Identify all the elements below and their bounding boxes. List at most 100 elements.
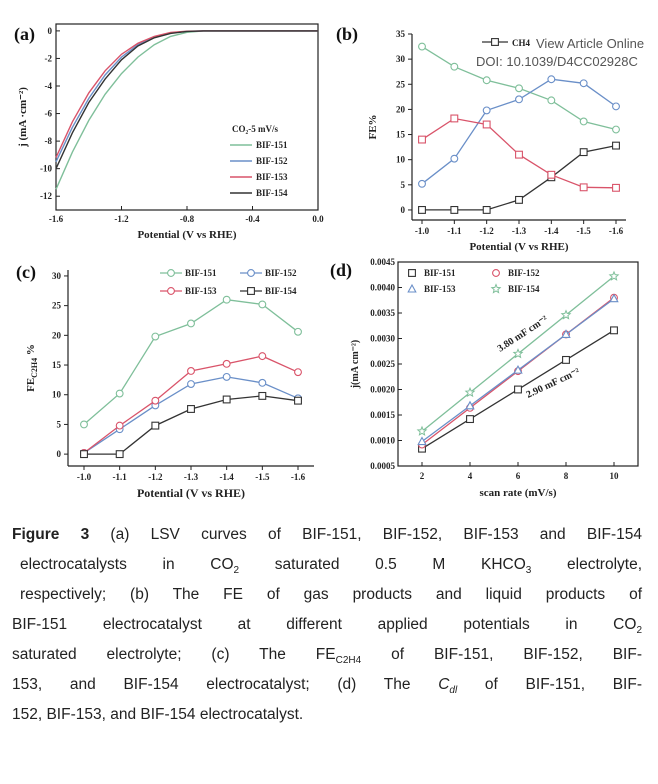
x-axis-label: Potential (V vs RHE): [137, 486, 245, 500]
x-tick-label: -1.6: [609, 226, 624, 236]
data-point: [222, 395, 231, 404]
data-point: [80, 450, 88, 459]
y-tick-label: 20: [396, 104, 406, 114]
series-line: [421, 78, 617, 185]
data-point: [294, 368, 302, 377]
y-tick-label: 15: [396, 130, 406, 140]
data-point: [151, 421, 160, 430]
x-tick-label: -1.1: [113, 472, 128, 482]
data-point: [418, 135, 426, 144]
legend-entry: BIF-154: [256, 188, 288, 198]
data-point: [513, 364, 523, 374]
data-point: [579, 183, 588, 192]
x-tick-label: -1.2: [114, 214, 129, 224]
legend-marker: [492, 269, 500, 277]
data-point: [612, 141, 620, 150]
data-point: [418, 205, 426, 214]
x-tick-label: -1.1: [447, 226, 462, 236]
data-point: [515, 195, 523, 204]
caption-run: 2: [636, 625, 642, 637]
y-tick-label: 25: [52, 301, 62, 311]
doi-link[interactable]: DOI: 10.1039/D4CC02928C: [476, 54, 638, 69]
data-point: [482, 106, 491, 115]
figure-caption: Figure 3 (a) LSV curves of BIF-151, BIF-…: [12, 520, 642, 730]
legend-entry: BIF-152: [265, 268, 297, 278]
legend-title: CO₂-5 mV/s: [232, 124, 278, 134]
data-point: [450, 62, 459, 71]
data-point: [151, 332, 160, 341]
caption-line: Figure 3 (a) LSV curves of BIF-151, BIF-…: [12, 520, 642, 550]
data-point: [258, 378, 267, 387]
x-axis-label: Potential (V vs RHE): [469, 241, 568, 253]
data-point: [464, 386, 476, 398]
data-point: [515, 150, 523, 159]
data-point: [560, 309, 572, 320]
chart-b: 0 5 10 15 20 25 30 35 -1.0 -1.1 -1.2 -1.3 -1.4 -1.5 -1…: [336, 24, 626, 253]
data-point: [561, 329, 571, 338]
y-tick-label: 15: [52, 360, 62, 370]
chart-c: 0 5 10 15 20 25 30 -1.0 -1.1 -1.2 -1.3 -1.4 -1.5 -1.6…: [16, 262, 314, 500]
data-point: [187, 405, 195, 413]
legend-marker: [167, 287, 175, 295]
x-tick-label: -1.2: [480, 226, 495, 236]
data-point: [612, 183, 620, 192]
y-tick-label: 20: [52, 330, 62, 340]
data-point: [547, 170, 556, 179]
y-tick-label: 0.0020: [370, 385, 395, 395]
x-axis-label: Potential (V vs RHE): [137, 229, 236, 241]
y-tick-label: 0.0005: [370, 461, 395, 471]
data-point: [418, 179, 426, 188]
panel-b: 0 5 10 15 20 25 30 35 -1.0 -1.1 -1.2 -1.3 -1.4 -1.5 -1…: [332, 14, 648, 254]
caption-run: 153, and BIF-154 electrocatalyst; (d) Th…: [12, 676, 439, 693]
data-point: [547, 75, 556, 84]
y-tick-label: 30: [52, 271, 62, 281]
data-point: [222, 372, 231, 381]
caption-run: 2: [233, 565, 240, 577]
caption-run: BIF-151 electrocatalyst at different app…: [12, 616, 637, 633]
view-article-online-link[interactable]: View Article Online: [536, 36, 645, 51]
panel-label-a: (a): [14, 24, 35, 45]
data-point: [612, 102, 620, 111]
y-tick-label: -8: [45, 136, 53, 146]
caption-run: electrolyte,: [531, 556, 643, 573]
y-tick-label: 0: [48, 26, 53, 36]
caption-run: saturated 0.5 M KHCO: [239, 556, 526, 573]
y-tick-label: 35: [396, 29, 406, 39]
data-point: [465, 400, 475, 410]
data-point: [610, 326, 618, 335]
x-tick-label: 4: [468, 471, 473, 481]
y-tick-label: -4: [45, 81, 53, 91]
data-point: [115, 450, 124, 459]
y-axis-label: j(mA cm⁻²): [350, 340, 361, 390]
data-point: [222, 295, 231, 304]
data-point: [258, 300, 267, 309]
caption-run: C2H4: [335, 655, 362, 667]
data-point: [80, 420, 88, 429]
caption-line: electrocatalysts in CO2 saturated 0.5 M …: [12, 550, 642, 580]
panel-c: 0 5 10 15 20 25 30 -1.0 -1.1 -1.2 -1.3 -1.4 -1.5 -1.6…: [12, 256, 324, 506]
x-tick-label: -0.4: [245, 214, 260, 224]
series-line: [55, 30, 318, 169]
data-point: [608, 270, 620, 281]
y-tick-label: 0: [401, 205, 406, 215]
panel-d: 2 4 6 8 10 0.0005 0.0010 0.0015 0.0020 0.0025 0.00…: [328, 256, 648, 506]
data-point: [482, 120, 491, 129]
data-point: [579, 79, 588, 88]
x-tick-label: -1.5: [577, 226, 592, 236]
y-tick-label: 25: [396, 79, 406, 89]
x-tick-label: -1.3: [512, 226, 527, 236]
y-tick-label: 10: [52, 390, 62, 400]
panel-label-d: (d): [330, 260, 352, 281]
caption-line: 152, BIF-153, and BIF-154 electrocatalys…: [12, 700, 642, 730]
series-line: [83, 376, 299, 454]
data-point: [450, 154, 459, 163]
x-tick-label: -0.8: [180, 214, 195, 224]
y-tick-label: 0.0010: [370, 436, 395, 446]
y-tick-label: 0.0015: [370, 410, 395, 420]
legend-marker: [407, 283, 417, 293]
x-tick-label: 6: [516, 471, 521, 481]
data-point: [294, 327, 302, 336]
y-tick-label: -12: [40, 191, 52, 201]
y-tick-label: -2: [45, 53, 53, 63]
caption-run: C: [438, 676, 450, 693]
